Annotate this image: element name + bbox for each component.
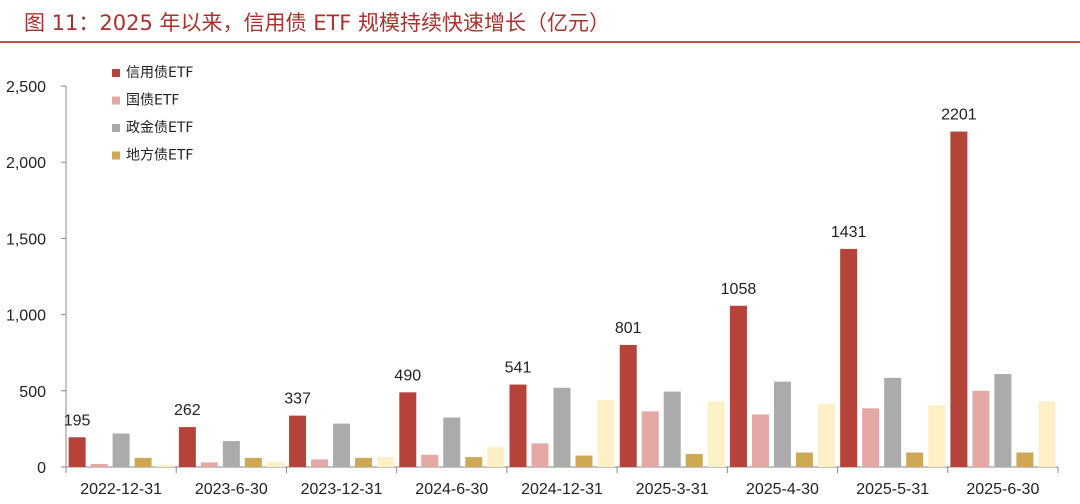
- legend-label: 地方债ETF: [126, 148, 193, 164]
- legend-swatch: [112, 69, 120, 77]
- bar-series-1-2025-6-30: [972, 390, 990, 467]
- legend-label: 政金债ETF: [126, 120, 193, 136]
- data-label: 2201: [941, 107, 977, 124]
- bar-series-2-2023-12-31: [333, 423, 351, 467]
- bar-series-1-2022-12-31: [90, 463, 108, 467]
- bar-series-2-2024-12-31: [553, 387, 571, 467]
- bar-series-4-2022-12-31: [156, 464, 174, 467]
- bar-series-0-2025-5-31: [840, 248, 858, 467]
- data-label: 337: [284, 391, 311, 408]
- legend-label: 国债ETF: [126, 93, 179, 109]
- data-label: 490: [394, 367, 421, 384]
- bar-series-0-2024-6-30: [399, 392, 417, 467]
- bar-series-4-2025-6-30: [1038, 401, 1056, 467]
- bar-series-0-2025-6-30: [950, 131, 968, 467]
- bar-series-2-2025-4-30: [773, 381, 791, 467]
- bar-series-3-2024-12-31: [575, 455, 593, 467]
- bar-series-1-2025-4-30: [751, 414, 769, 467]
- y-tick-label: 500: [19, 384, 46, 401]
- bar-series-4-2025-4-30: [817, 403, 835, 467]
- legend-swatch: [112, 151, 120, 160]
- x-tick-label: 2025-6-30: [966, 481, 1039, 498]
- chart-bars: [68, 131, 1056, 467]
- bar-series-3-2023-6-30: [244, 457, 262, 467]
- bar-series-3-2023-12-31: [355, 457, 373, 467]
- bar-series-4-2025-5-31: [928, 405, 946, 467]
- y-tick-label: 2,000: [6, 155, 46, 172]
- data-label: 801: [615, 320, 642, 337]
- data-label: 1431: [831, 224, 867, 241]
- bar-series-3-2024-6-30: [465, 457, 483, 467]
- bar-series-4-2023-6-30: [266, 461, 284, 467]
- x-tick-label: 2023-12-31: [301, 481, 383, 498]
- figure-title: 图 11：2025 年以来，信用债 ETF 规模持续快速增长（亿元）: [24, 11, 611, 35]
- legend-label: 信用债ETF: [126, 65, 193, 81]
- bar-series-2-2025-3-31: [663, 391, 681, 467]
- bar-series-0-2023-12-31: [289, 415, 307, 467]
- bar-series-1-2024-12-31: [531, 443, 549, 467]
- y-tick-label: 1,000: [6, 308, 46, 325]
- bar-series-2-2023-6-30: [222, 441, 240, 467]
- x-tick-label: 2025-3-31: [636, 481, 709, 498]
- x-tick-label: 2024-12-31: [521, 481, 603, 498]
- bar-series-1-2025-3-31: [641, 411, 659, 467]
- x-tick-label: 2025-5-31: [856, 481, 929, 498]
- bar-series-1-2023-6-30: [200, 462, 218, 467]
- chart-data-labels: 195 262 337 490 541 801 1058 1431 2201: [64, 107, 977, 430]
- bar-series-3-2025-6-30: [1016, 452, 1034, 467]
- title-rule: [0, 41, 1080, 43]
- bar-series-2-2025-6-30: [994, 374, 1012, 467]
- bar-series-0-2025-3-31: [619, 344, 637, 467]
- bar-series-3-2022-12-31: [134, 457, 152, 467]
- bar-series-1-2025-5-31: [862, 408, 880, 467]
- bar-series-3-2025-5-31: [906, 452, 924, 467]
- legend-swatch: [112, 96, 120, 105]
- data-label: 1058: [721, 281, 757, 298]
- bar-series-4-2023-12-31: [377, 457, 395, 467]
- y-tick-label: 0: [37, 460, 46, 477]
- bar-series-1-2023-12-31: [311, 459, 329, 467]
- bar-series-0-2024-12-31: [509, 384, 527, 467]
- bar-series-2-2025-5-31: [884, 377, 902, 467]
- legend-swatch: [112, 124, 120, 132]
- bar-series-0-2022-12-31: [68, 437, 86, 467]
- x-tick-label: 2024-6-30: [415, 481, 488, 498]
- bar-series-0-2025-4-30: [729, 305, 747, 467]
- bar-series-3-2025-3-31: [685, 454, 703, 467]
- x-tick-label: 2025-4-30: [746, 481, 819, 498]
- bar-series-3-2025-4-30: [795, 452, 813, 467]
- x-tick-label: 2023-6-30: [195, 481, 268, 498]
- bar-series-4-2024-12-31: [597, 399, 615, 467]
- data-label: 195: [64, 412, 91, 429]
- chart-legend: 信用债ETF 国债ETF 政金债ETF 地方债ETF: [112, 65, 193, 164]
- bar-series-2-2024-6-30: [443, 417, 461, 467]
- x-tick-label: 2022-12-31: [80, 481, 162, 498]
- y-tick-label: 1,500: [6, 231, 46, 248]
- data-label: 262: [174, 402, 201, 419]
- bar-series-1-2024-6-30: [421, 454, 439, 467]
- data-label: 541: [505, 360, 532, 377]
- y-tick-label: 2,500: [6, 79, 46, 96]
- bar-series-4-2024-6-30: [487, 447, 505, 467]
- bar-series-0-2023-6-30: [178, 427, 196, 467]
- bar-series-4-2025-3-31: [707, 401, 725, 467]
- bar-series-2-2022-12-31: [112, 433, 130, 467]
